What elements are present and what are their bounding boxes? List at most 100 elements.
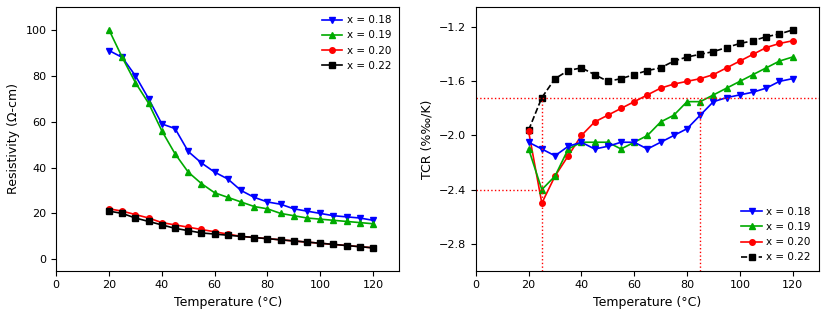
x = 0.18 [355, 216, 365, 220]
x = 0.19 [355, 221, 365, 224]
x = 0.20 [709, 73, 719, 76]
x = 0.20 [329, 242, 339, 246]
x = 0.18 [603, 144, 613, 148]
x = 0.22 [342, 244, 352, 247]
x = 0.22 [735, 42, 745, 46]
x = 0.22 [355, 245, 365, 249]
x = 0.19 [236, 200, 246, 204]
x = 0.19 [537, 188, 547, 191]
x = 0.18 [550, 154, 560, 158]
x = 0.20 [682, 79, 692, 83]
x = 0.20 [788, 39, 798, 43]
x = 0.19 [563, 147, 573, 151]
x = 0.19 [157, 129, 167, 133]
x = 0.18 [524, 140, 534, 144]
x = 0.20 [302, 240, 312, 244]
x = 0.18 [537, 147, 547, 151]
x = 0.19 [616, 147, 626, 151]
x = 0.20 [537, 201, 547, 205]
x = 0.19 [316, 217, 325, 221]
x = 0.18 [263, 200, 273, 204]
X-axis label: Temperature (°C): Temperature (°C) [173, 296, 282, 309]
x = 0.22 [183, 229, 193, 233]
x = 0.20 [590, 120, 600, 124]
x = 0.20 [550, 174, 560, 178]
x = 0.19 [788, 55, 798, 59]
x = 0.19 [603, 140, 613, 144]
x = 0.18 [629, 140, 639, 144]
Line: x = 0.19: x = 0.19 [526, 54, 795, 192]
x = 0.20 [183, 225, 193, 229]
x = 0.18 [669, 134, 679, 137]
x = 0.22 [263, 237, 273, 240]
x = 0.19 [629, 140, 639, 144]
x = 0.19 [117, 56, 127, 59]
x = 0.20 [775, 42, 785, 46]
x = 0.20 [629, 100, 639, 104]
x = 0.19 [643, 134, 653, 137]
x = 0.19 [342, 220, 352, 223]
x = 0.22 [276, 238, 286, 242]
x = 0.22 [643, 69, 653, 72]
x = 0.18 [342, 215, 352, 219]
x = 0.22 [603, 79, 613, 83]
x = 0.20 [289, 239, 299, 243]
x = 0.20 [695, 77, 705, 81]
x = 0.19 [722, 86, 732, 90]
x = 0.19 [131, 81, 140, 85]
x = 0.18 [302, 209, 312, 213]
x = 0.22 [197, 231, 206, 235]
Line: x = 0.20: x = 0.20 [107, 206, 376, 251]
x = 0.19 [762, 66, 771, 70]
x = 0.20 [117, 209, 127, 213]
x = 0.20 [144, 216, 154, 220]
x = 0.19 [329, 218, 339, 222]
x = 0.22 [524, 128, 534, 132]
x = 0.22 [748, 39, 758, 43]
x = 0.18 [144, 97, 154, 100]
x = 0.20 [368, 246, 378, 250]
x = 0.18 [131, 74, 140, 78]
x = 0.19 [210, 191, 220, 195]
x = 0.18 [709, 100, 719, 104]
x = 0.20 [342, 244, 352, 247]
x = 0.20 [355, 245, 365, 249]
x = 0.22 [563, 69, 573, 72]
x = 0.19 [775, 59, 785, 63]
x = 0.22 [669, 59, 679, 63]
x = 0.19 [170, 152, 180, 156]
x = 0.20 [643, 93, 653, 97]
Line: x = 0.18: x = 0.18 [526, 76, 795, 159]
x = 0.18 [289, 207, 299, 211]
x = 0.18 [210, 170, 220, 174]
x = 0.20 [669, 82, 679, 86]
x = 0.19 [263, 207, 273, 211]
x = 0.20 [616, 106, 626, 110]
x = 0.22 [775, 32, 785, 36]
x = 0.19 [302, 216, 312, 220]
x = 0.18 [157, 122, 167, 126]
x = 0.18 [722, 96, 732, 100]
x = 0.20 [104, 207, 114, 211]
x = 0.22 [682, 55, 692, 59]
x = 0.22 [144, 220, 154, 223]
x = 0.18 [170, 127, 180, 131]
x = 0.18 [329, 214, 339, 218]
x = 0.22 [368, 246, 378, 250]
x = 0.22 [131, 216, 140, 220]
x = 0.20 [223, 232, 233, 236]
x = 0.18 [276, 202, 286, 206]
x = 0.22 [550, 77, 560, 81]
x = 0.19 [197, 182, 206, 185]
x = 0.19 [249, 205, 259, 209]
x = 0.22 [289, 239, 299, 243]
Line: x = 0.22: x = 0.22 [526, 27, 795, 133]
Line: x = 0.19: x = 0.19 [107, 27, 376, 227]
x = 0.22 [329, 242, 339, 246]
x = 0.20 [236, 234, 246, 238]
x = 0.18 [656, 140, 666, 144]
x = 0.19 [183, 170, 193, 174]
x = 0.20 [170, 223, 180, 227]
x = 0.19 [735, 79, 745, 83]
x = 0.20 [263, 237, 273, 240]
